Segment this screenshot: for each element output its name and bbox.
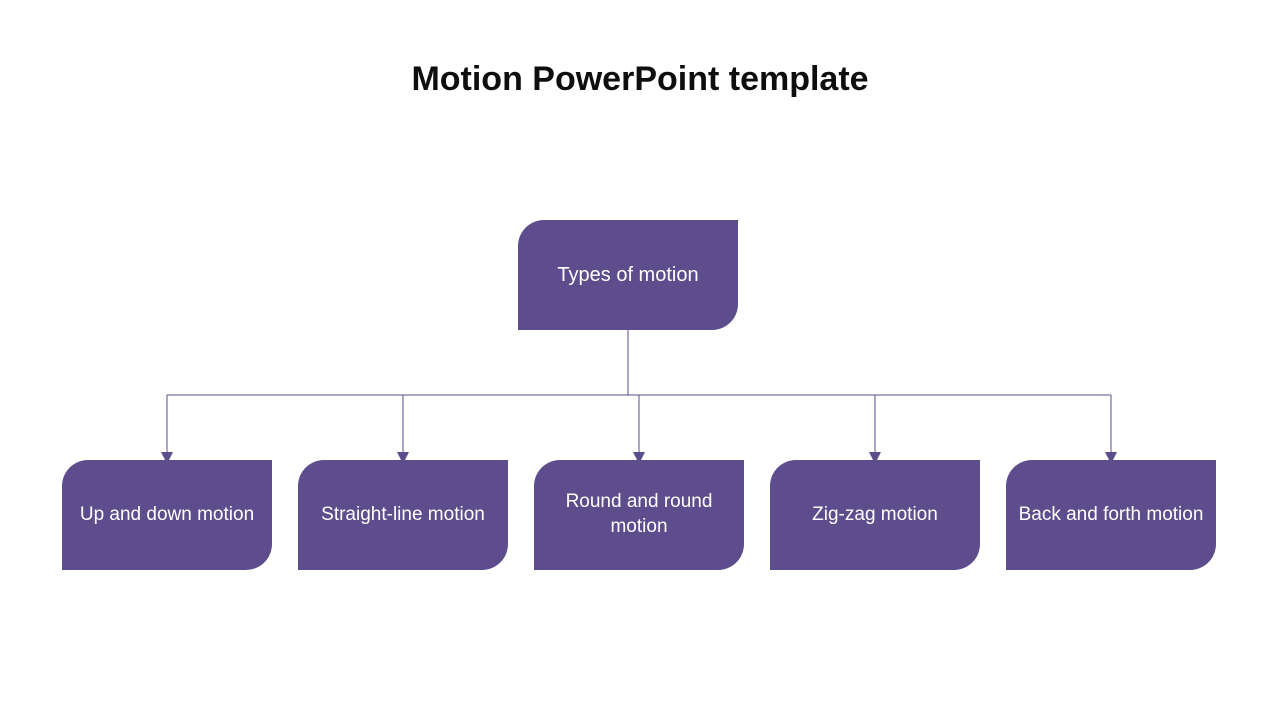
child-node-label: Back and forth motion [1019, 503, 1204, 528]
child-node: Straight-line motion [298, 460, 508, 570]
child-node-label: Zig-zag motion [812, 503, 938, 528]
child-node: Up and down motion [62, 460, 272, 570]
child-node-label: Up and down motion [80, 503, 254, 528]
page-title: Motion PowerPoint template [0, 60, 1280, 99]
child-node-label: Straight-line motion [321, 503, 485, 528]
child-node: Zig-zag motion [770, 460, 980, 570]
child-node-label: Round and round motion [546, 490, 732, 539]
child-node: Back and forth motion [1006, 460, 1216, 570]
root-node: Types of motion [518, 220, 738, 330]
child-node: Round and round motion [534, 460, 744, 570]
root-node-label: Types of motion [557, 262, 698, 288]
connector-layer [0, 0, 1280, 720]
